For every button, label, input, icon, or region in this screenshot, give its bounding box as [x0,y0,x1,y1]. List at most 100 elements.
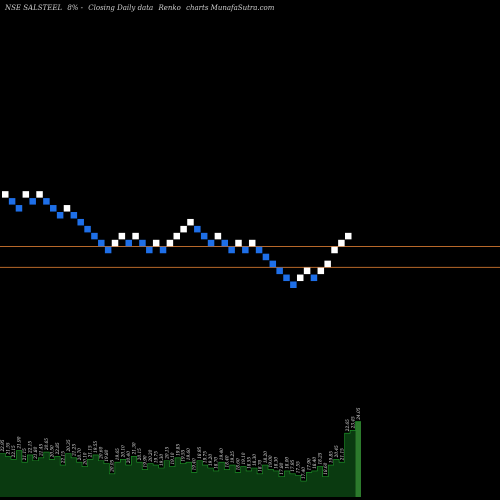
renko-brick-down [29,198,36,205]
volume-value-label: 20.35 [66,439,71,452]
renko-bricks [2,191,352,288]
volume-value-label: 18.30 [252,454,257,466]
renko-brick-up [324,260,331,268]
renko-brick-down [70,212,78,219]
volume-value-label: 19.85 [328,451,333,463]
renko-brick-up [331,246,338,254]
renko-brick-down [269,260,277,268]
volume-value-label: 17.40 [301,467,306,479]
renko-brick-up [173,232,180,240]
renko-brick-down [255,246,263,254]
volume-value-label: 19.55 [181,449,186,461]
renko-brick-down [283,274,290,282]
renko-brick-down [200,232,208,240]
renko-brick-up [2,191,9,198]
header-caption: Closing Daily data [88,4,153,12]
volume-value-label: 20.10 [121,445,126,458]
volume-value-label: 18.55 [246,457,251,469]
renko-brick-down [56,212,64,219]
volume-value-label: 21.30 [132,442,137,455]
volume-value-label: 21.15 [339,448,344,461]
level-lines [0,246,500,268]
volume-value-label: 19.60 [186,448,191,460]
renko-brick-down [159,246,167,254]
volume-value-label: 18.40 [224,455,229,467]
volume-value-label: 22.15 [28,441,33,454]
volume-value-label: 22.85 [55,442,60,455]
volume-value-label: 18.40 [312,457,317,469]
volume-value-label: 19.20 [208,454,213,466]
renko-brick-down [221,239,229,247]
renko-brick-up [187,218,194,226]
volume-value-label: 20.40 [126,451,131,464]
renko-brick-down [77,218,84,226]
renko-brick-up [152,239,160,247]
renko-brick-down [262,253,270,261]
volume-value-label: 21.15 [88,445,93,458]
header-symbol: NSE SALSTEEL [4,4,62,12]
renko-brick-down [98,239,105,247]
renko-brick-up [345,232,352,240]
volume-bar-latest [355,421,361,497]
volume-value-label: 22.65 [345,419,350,432]
volume-value-label: 21.25 [71,444,76,457]
chart-header: NSE SALSTEEL 8% - Closing Daily data Ren… [4,4,275,12]
renko-brick-up [303,267,311,275]
volume-value-label: 18.70 [257,459,262,471]
volume-value-label: 20.45 [334,445,339,458]
volume-value-label: 21.80 [33,446,38,459]
renko-brick-down [139,239,146,247]
volume-value-label: 19.25 [230,451,235,463]
volume-value-label: 21.55 [6,442,11,455]
volume-value-label: 24.05 [356,407,361,420]
renko-brick-down [276,267,283,275]
renko-brick-up [132,232,139,240]
volume-value-label: 19.90 [142,455,147,467]
renko-brick-up [338,239,345,247]
renko-brick-up [248,239,256,247]
renko-brick-up [36,191,43,198]
volume-value-label: 19.80 [104,449,109,461]
volume-value-label: 19.75 [203,451,208,463]
renko-brick-down [104,246,112,254]
renko-brick-down [8,198,16,205]
renko-brick-up [22,191,30,198]
header-change: 8% - [67,4,83,12]
renko-brick-down [146,246,153,254]
renko-brick-down [50,205,57,212]
renko-brick-up [296,274,304,282]
volume-value-label: 18.00 [285,457,290,469]
volume-value-label: 21.15 [22,448,27,461]
volume-value-label: 18.60 [235,458,240,470]
volume-value-label: 19.40 [219,448,224,460]
volume-value-label: 19.00 [268,455,273,467]
volume-value-label: 20.05 [110,459,115,472]
renko-brick-down [91,232,98,240]
volume-value-label: 20.20 [148,449,153,462]
renko-brick-up [235,239,242,247]
renko-brick-up [63,205,71,212]
volume-value-label: 18.20 [263,451,268,463]
header-site: charts MunafaSutra.com [186,4,275,12]
volume-value-label: 20.15 [164,446,169,459]
volume-value-label: 18.70 [214,457,219,469]
renko-brick-down [84,225,91,233]
renko-brick-up [111,239,119,247]
volume-value-label: 19.30 [159,454,164,466]
volume-value-label: 17.80 [279,462,284,474]
volume-value-label: 20.70 [77,448,82,461]
renko-brick-up [214,232,222,240]
volume-value-label: 19.75 [153,451,158,463]
renko-brick-down [290,281,297,288]
renko-brick-down [242,246,249,254]
volume-value-label: 19.65 [115,448,120,460]
volume-value-label: 20.10 [82,452,87,465]
volume-value-label: 22.95 [0,439,5,452]
volume-value-label: 18.25 [317,452,322,464]
volume-value-label: 20.65 [44,438,49,451]
volume-value-label: 17.90 [307,458,312,470]
renko-brick-up [180,225,187,233]
volume-value-label: 19.85 [175,444,180,456]
volume-value-label: 17.95 [290,459,295,471]
